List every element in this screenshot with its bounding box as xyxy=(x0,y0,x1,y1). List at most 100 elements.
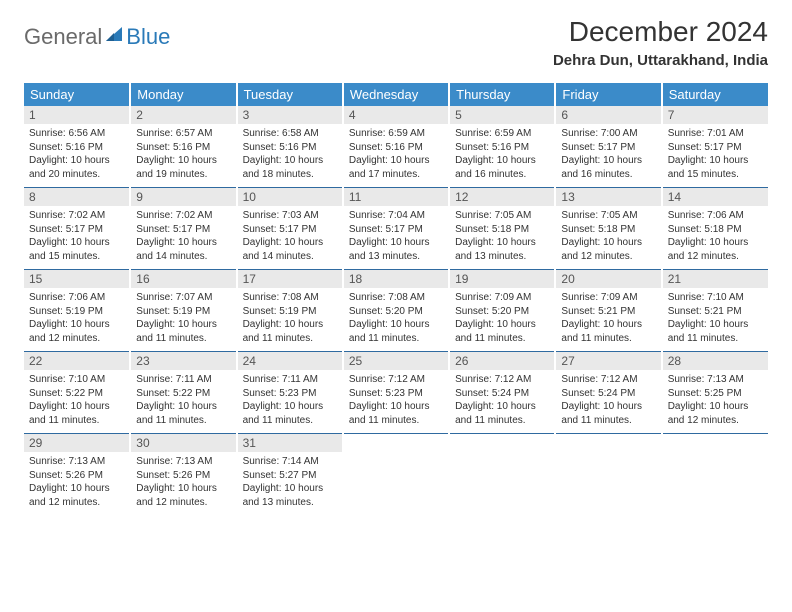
logo-text-grey: General xyxy=(24,24,102,50)
day-number: 13 xyxy=(556,188,660,206)
sunrise-text: Sunrise: 7:14 AM xyxy=(243,455,337,469)
daylight-text: Daylight: 10 hours and 11 minutes. xyxy=(349,318,443,345)
calendar-day-cell: 23Sunrise: 7:11 AMSunset: 5:22 PMDayligh… xyxy=(130,352,236,434)
day-number: 17 xyxy=(238,270,342,288)
sunset-text: Sunset: 5:16 PM xyxy=(349,141,443,155)
sunset-text: Sunset: 5:17 PM xyxy=(243,223,337,237)
calendar-day-cell: 17Sunrise: 7:08 AMSunset: 5:19 PMDayligh… xyxy=(237,270,343,352)
calendar-week-row: 15Sunrise: 7:06 AMSunset: 5:19 PMDayligh… xyxy=(24,270,768,352)
sunset-text: Sunset: 5:27 PM xyxy=(243,469,337,483)
calendar-day-cell: 22Sunrise: 7:10 AMSunset: 5:22 PMDayligh… xyxy=(24,352,130,434)
calendar-day-cell: 15Sunrise: 7:06 AMSunset: 5:19 PMDayligh… xyxy=(24,270,130,352)
sunset-text: Sunset: 5:22 PM xyxy=(136,387,230,401)
sunset-text: Sunset: 5:23 PM xyxy=(243,387,337,401)
day-body: Sunrise: 6:59 AMSunset: 5:16 PMDaylight:… xyxy=(450,124,554,187)
sunrise-text: Sunrise: 7:13 AM xyxy=(136,455,230,469)
day-number: 8 xyxy=(24,188,129,206)
day-number: 7 xyxy=(663,106,768,124)
weekday-header: Sunday xyxy=(24,83,130,106)
daylight-text: Daylight: 10 hours and 16 minutes. xyxy=(561,154,655,181)
calendar-day-cell xyxy=(449,434,555,516)
day-body: Sunrise: 7:09 AMSunset: 5:21 PMDaylight:… xyxy=(556,288,660,351)
sunrise-text: Sunrise: 7:07 AM xyxy=(136,291,230,305)
sunrise-text: Sunrise: 7:12 AM xyxy=(349,373,443,387)
calendar-day-cell: 1Sunrise: 6:56 AMSunset: 5:16 PMDaylight… xyxy=(24,106,130,188)
sunrise-text: Sunrise: 7:09 AM xyxy=(455,291,549,305)
weekday-header: Friday xyxy=(555,83,661,106)
daylight-text: Daylight: 10 hours and 11 minutes. xyxy=(668,318,763,345)
day-number: 5 xyxy=(450,106,554,124)
calendar-day-cell: 7Sunrise: 7:01 AMSunset: 5:17 PMDaylight… xyxy=(662,106,768,188)
sunset-text: Sunset: 5:18 PM xyxy=(561,223,655,237)
day-body: Sunrise: 6:58 AMSunset: 5:16 PMDaylight:… xyxy=(238,124,342,187)
daylight-text: Daylight: 10 hours and 14 minutes. xyxy=(243,236,337,263)
day-number: 20 xyxy=(556,270,660,288)
day-body: Sunrise: 7:00 AMSunset: 5:17 PMDaylight:… xyxy=(556,124,660,187)
day-number: 4 xyxy=(344,106,448,124)
day-number: 9 xyxy=(131,188,235,206)
day-body: Sunrise: 7:11 AMSunset: 5:22 PMDaylight:… xyxy=(131,370,235,433)
sunset-text: Sunset: 5:19 PM xyxy=(136,305,230,319)
day-body: Sunrise: 7:13 AMSunset: 5:25 PMDaylight:… xyxy=(663,370,768,433)
sunset-text: Sunset: 5:21 PM xyxy=(561,305,655,319)
calendar-day-cell: 9Sunrise: 7:02 AMSunset: 5:17 PMDaylight… xyxy=(130,188,236,270)
sunset-text: Sunset: 5:22 PM xyxy=(29,387,124,401)
daylight-text: Daylight: 10 hours and 16 minutes. xyxy=(455,154,549,181)
sunrise-text: Sunrise: 7:04 AM xyxy=(349,209,443,223)
daylight-text: Daylight: 10 hours and 11 minutes. xyxy=(561,318,655,345)
day-number: 6 xyxy=(556,106,660,124)
calendar-day-cell xyxy=(555,434,661,516)
day-body: Sunrise: 7:12 AMSunset: 5:23 PMDaylight:… xyxy=(344,370,448,433)
sunset-text: Sunset: 5:25 PM xyxy=(668,387,763,401)
page-title: December 2024 xyxy=(553,16,768,48)
day-number: 25 xyxy=(344,352,448,370)
calendar-day-cell: 19Sunrise: 7:09 AMSunset: 5:20 PMDayligh… xyxy=(449,270,555,352)
sail-icon xyxy=(104,25,124,50)
sunrise-text: Sunrise: 7:08 AM xyxy=(349,291,443,305)
calendar-week-row: 29Sunrise: 7:13 AMSunset: 5:26 PMDayligh… xyxy=(24,434,768,516)
day-number: 3 xyxy=(238,106,342,124)
day-body: Sunrise: 7:01 AMSunset: 5:17 PMDaylight:… xyxy=(663,124,768,187)
day-body: Sunrise: 7:03 AMSunset: 5:17 PMDaylight:… xyxy=(238,206,342,269)
sunrise-text: Sunrise: 7:11 AM xyxy=(136,373,230,387)
sunset-text: Sunset: 5:18 PM xyxy=(455,223,549,237)
daylight-text: Daylight: 10 hours and 17 minutes. xyxy=(349,154,443,181)
sunset-text: Sunset: 5:21 PM xyxy=(668,305,763,319)
sunrise-text: Sunrise: 7:05 AM xyxy=(561,209,655,223)
day-body: Sunrise: 7:07 AMSunset: 5:19 PMDaylight:… xyxy=(131,288,235,351)
sunrise-text: Sunrise: 6:56 AM xyxy=(29,127,124,141)
sunset-text: Sunset: 5:17 PM xyxy=(561,141,655,155)
daylight-text: Daylight: 10 hours and 12 minutes. xyxy=(29,482,124,509)
sunrise-text: Sunrise: 7:02 AM xyxy=(136,209,230,223)
sunset-text: Sunset: 5:20 PM xyxy=(349,305,443,319)
sunrise-text: Sunrise: 7:09 AM xyxy=(561,291,655,305)
calendar-day-cell: 8Sunrise: 7:02 AMSunset: 5:17 PMDaylight… xyxy=(24,188,130,270)
calendar-day-cell: 16Sunrise: 7:07 AMSunset: 5:19 PMDayligh… xyxy=(130,270,236,352)
sunrise-text: Sunrise: 6:57 AM xyxy=(136,127,230,141)
calendar-day-cell: 26Sunrise: 7:12 AMSunset: 5:24 PMDayligh… xyxy=(449,352,555,434)
sunset-text: Sunset: 5:17 PM xyxy=(668,141,763,155)
daylight-text: Daylight: 10 hours and 11 minutes. xyxy=(349,400,443,427)
daylight-text: Daylight: 10 hours and 11 minutes. xyxy=(243,318,337,345)
calendar-day-cell: 29Sunrise: 7:13 AMSunset: 5:26 PMDayligh… xyxy=(24,434,130,516)
sunrise-text: Sunrise: 7:06 AM xyxy=(29,291,124,305)
sunrise-text: Sunrise: 7:05 AM xyxy=(455,209,549,223)
day-body: Sunrise: 7:05 AMSunset: 5:18 PMDaylight:… xyxy=(556,206,660,269)
calendar-day-cell: 24Sunrise: 7:11 AMSunset: 5:23 PMDayligh… xyxy=(237,352,343,434)
day-body: Sunrise: 7:09 AMSunset: 5:20 PMDaylight:… xyxy=(450,288,554,351)
sunset-text: Sunset: 5:16 PM xyxy=(455,141,549,155)
sunset-text: Sunset: 5:23 PM xyxy=(349,387,443,401)
daylight-text: Daylight: 10 hours and 11 minutes. xyxy=(455,400,549,427)
sunrise-text: Sunrise: 7:12 AM xyxy=(455,373,549,387)
day-body: Sunrise: 7:08 AMSunset: 5:20 PMDaylight:… xyxy=(344,288,448,351)
calendar-day-cell: 27Sunrise: 7:12 AMSunset: 5:24 PMDayligh… xyxy=(555,352,661,434)
day-number: 23 xyxy=(131,352,235,370)
calendar-day-cell: 3Sunrise: 6:58 AMSunset: 5:16 PMDaylight… xyxy=(237,106,343,188)
daylight-text: Daylight: 10 hours and 14 minutes. xyxy=(136,236,230,263)
daylight-text: Daylight: 10 hours and 13 minutes. xyxy=(455,236,549,263)
sunrise-text: Sunrise: 7:01 AM xyxy=(668,127,763,141)
sunrise-text: Sunrise: 7:00 AM xyxy=(561,127,655,141)
sunset-text: Sunset: 5:17 PM xyxy=(29,223,124,237)
daylight-text: Daylight: 10 hours and 11 minutes. xyxy=(136,318,230,345)
calendar-table: Sunday Monday Tuesday Wednesday Thursday… xyxy=(24,83,768,515)
